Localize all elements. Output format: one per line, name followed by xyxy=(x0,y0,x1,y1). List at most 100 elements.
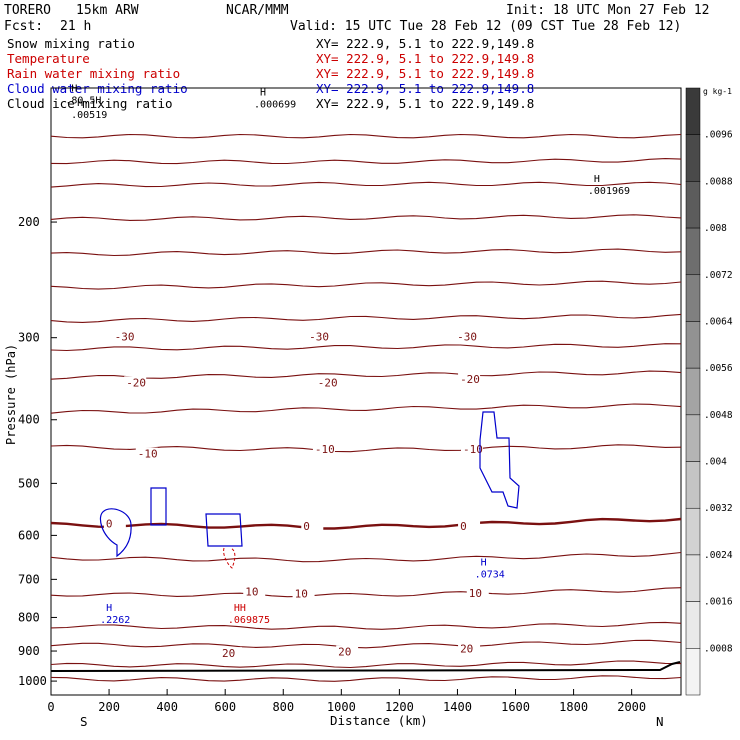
isotherm-label-bg xyxy=(301,520,324,533)
isotherm-label-bg xyxy=(312,443,335,456)
header: TORERO 15km ARW NCAR/MMM Init: 18 UTC Mo… xyxy=(4,3,710,34)
isotherm-line xyxy=(50,343,682,352)
colorbar-segment xyxy=(685,414,701,462)
x-tick-label: 1800 xyxy=(559,700,588,714)
field-rain-xy: XY= 222.9, 5.1 to 222.9,149.8 xyxy=(316,66,534,81)
colorbar-segment xyxy=(685,134,701,182)
y-axis: 200 300 400 500 600 700 800 900 1000 xyxy=(18,215,57,688)
isotherm-line xyxy=(50,280,682,290)
colorbar-label: .0056 xyxy=(704,363,733,374)
cloud-water-contours xyxy=(99,411,520,569)
colorbar-segment xyxy=(685,648,701,696)
field-cloudice-name: Cloud ice mixing ratio xyxy=(7,96,173,111)
field-temperature-name: Temperature xyxy=(7,51,90,66)
colorbar-segment xyxy=(685,321,701,369)
isotherm-line xyxy=(50,313,682,323)
isotherm-label-bg xyxy=(112,330,135,343)
isotherm-line xyxy=(50,639,682,649)
isotherm-label-bg xyxy=(455,330,478,343)
valid-time: Valid: 15 UTC Tue 28 Feb 12 (09 CST Tue … xyxy=(290,19,681,34)
y-tick-label: 300 xyxy=(18,331,40,345)
maximum-marker: H xyxy=(594,174,600,185)
isotherm-label: 20 xyxy=(222,647,235,660)
y-tick-label: 600 xyxy=(18,528,40,542)
maximum-marker: H xyxy=(481,557,487,568)
isotherm-label: 0 xyxy=(460,520,467,533)
y-tick-label: 400 xyxy=(18,413,40,427)
isotherm-label: -30 xyxy=(457,331,477,344)
maximum-value: .0734 xyxy=(475,569,505,580)
isotherm-label: 10 xyxy=(245,585,258,598)
terrain-line xyxy=(50,661,681,672)
isotherm-line xyxy=(50,158,682,165)
isotherm-label: 10 xyxy=(295,587,308,600)
north-label: N xyxy=(656,714,664,729)
maximum-value: .2262 xyxy=(100,615,130,626)
isotherm-label-bg xyxy=(336,645,359,658)
colorbar-segment xyxy=(685,274,701,322)
field-rain-name: Rain water mixing ratio xyxy=(7,66,180,81)
isotherm-line xyxy=(50,660,682,669)
forecast-hour: 21 h xyxy=(60,19,91,34)
plot-frame xyxy=(50,87,682,696)
cloud-contour-2 xyxy=(150,487,167,526)
x-tick-label: 1200 xyxy=(385,700,414,714)
colorbar-label: .0032 xyxy=(704,503,733,514)
isotherm-label-bg xyxy=(307,330,330,343)
isotherm-label: 0 xyxy=(106,518,113,531)
y-axis-title: Pressure (hPa) xyxy=(4,344,18,445)
cloud-contour-1 xyxy=(99,508,132,558)
isotherm-label-bg xyxy=(220,647,242,660)
colorbar-segment xyxy=(685,227,701,276)
isotherm-label: -20 xyxy=(460,373,480,386)
isotherm-line xyxy=(50,133,682,139)
plot-area: -30 -30 -30 -20 -20 -20 -10 -10 -10 0 0 0 10 10 10 20 20… xyxy=(50,83,682,696)
maximum-marker: H xyxy=(106,603,112,614)
maximum-marker: H xyxy=(260,88,266,99)
maximum-value: .001969 xyxy=(588,186,630,197)
isotherm-label-bg xyxy=(458,373,481,386)
y-tick-label: 200 xyxy=(18,215,40,229)
isotherm-line xyxy=(50,621,682,630)
field-snow-xy: XY= 222.9, 5.1 to 222.9,149.8 xyxy=(316,36,534,51)
colorbar-label: .0072 xyxy=(704,270,733,281)
isotherm-label: -20 xyxy=(126,376,146,389)
isotherm-label: -10 xyxy=(463,443,483,456)
colorbar-unit: g kg-1 xyxy=(703,87,732,96)
isotherm-label-bg xyxy=(135,447,158,460)
colorbar-label: .0048 xyxy=(704,410,733,421)
isotherm-label-bg xyxy=(243,585,266,598)
isotherm-label-bg xyxy=(458,642,481,655)
cloud-contour-3 xyxy=(205,513,243,547)
maximum-marker: HH xyxy=(234,603,246,614)
south-label: S xyxy=(80,714,88,729)
x-tick-label: 1600 xyxy=(501,700,530,714)
isotherm-label: -10 xyxy=(315,443,335,456)
isotherm-label-bg xyxy=(124,376,147,389)
isotherm-line xyxy=(50,214,682,221)
y-tick-label: 800 xyxy=(18,610,40,624)
colorbar-label: .0016 xyxy=(704,597,733,608)
y-tick-label: 500 xyxy=(18,476,40,490)
isotherm-label-bg xyxy=(460,443,483,456)
model-name: TORERO xyxy=(4,3,51,18)
colorbar-segment xyxy=(685,554,701,602)
isotherm-line xyxy=(50,587,682,598)
colorbar-label: .004 xyxy=(704,457,727,468)
y-tick-label: 700 xyxy=(18,572,40,586)
field-snow-name: Snow mixing ratio xyxy=(7,36,135,51)
isotherm-label-bg xyxy=(458,520,481,533)
field-temperature-xy: XY= 222.9, 5.1 to 222.9,149.8 xyxy=(316,51,534,66)
maximum-value: .00519 xyxy=(71,110,107,121)
colorbar-label: .0064 xyxy=(704,316,733,327)
isotherm-line xyxy=(50,675,682,682)
isotherm-label: 0 xyxy=(303,520,310,533)
forecast-label: Fcst: xyxy=(4,19,43,34)
isotherm-line xyxy=(50,444,682,453)
maximum-marker: H xyxy=(71,83,77,94)
y-tick-label: 1000 xyxy=(18,674,47,688)
rain-contour-1 xyxy=(223,547,236,569)
isotherm-line xyxy=(50,551,682,563)
isotherm-label: 10 xyxy=(469,587,482,600)
